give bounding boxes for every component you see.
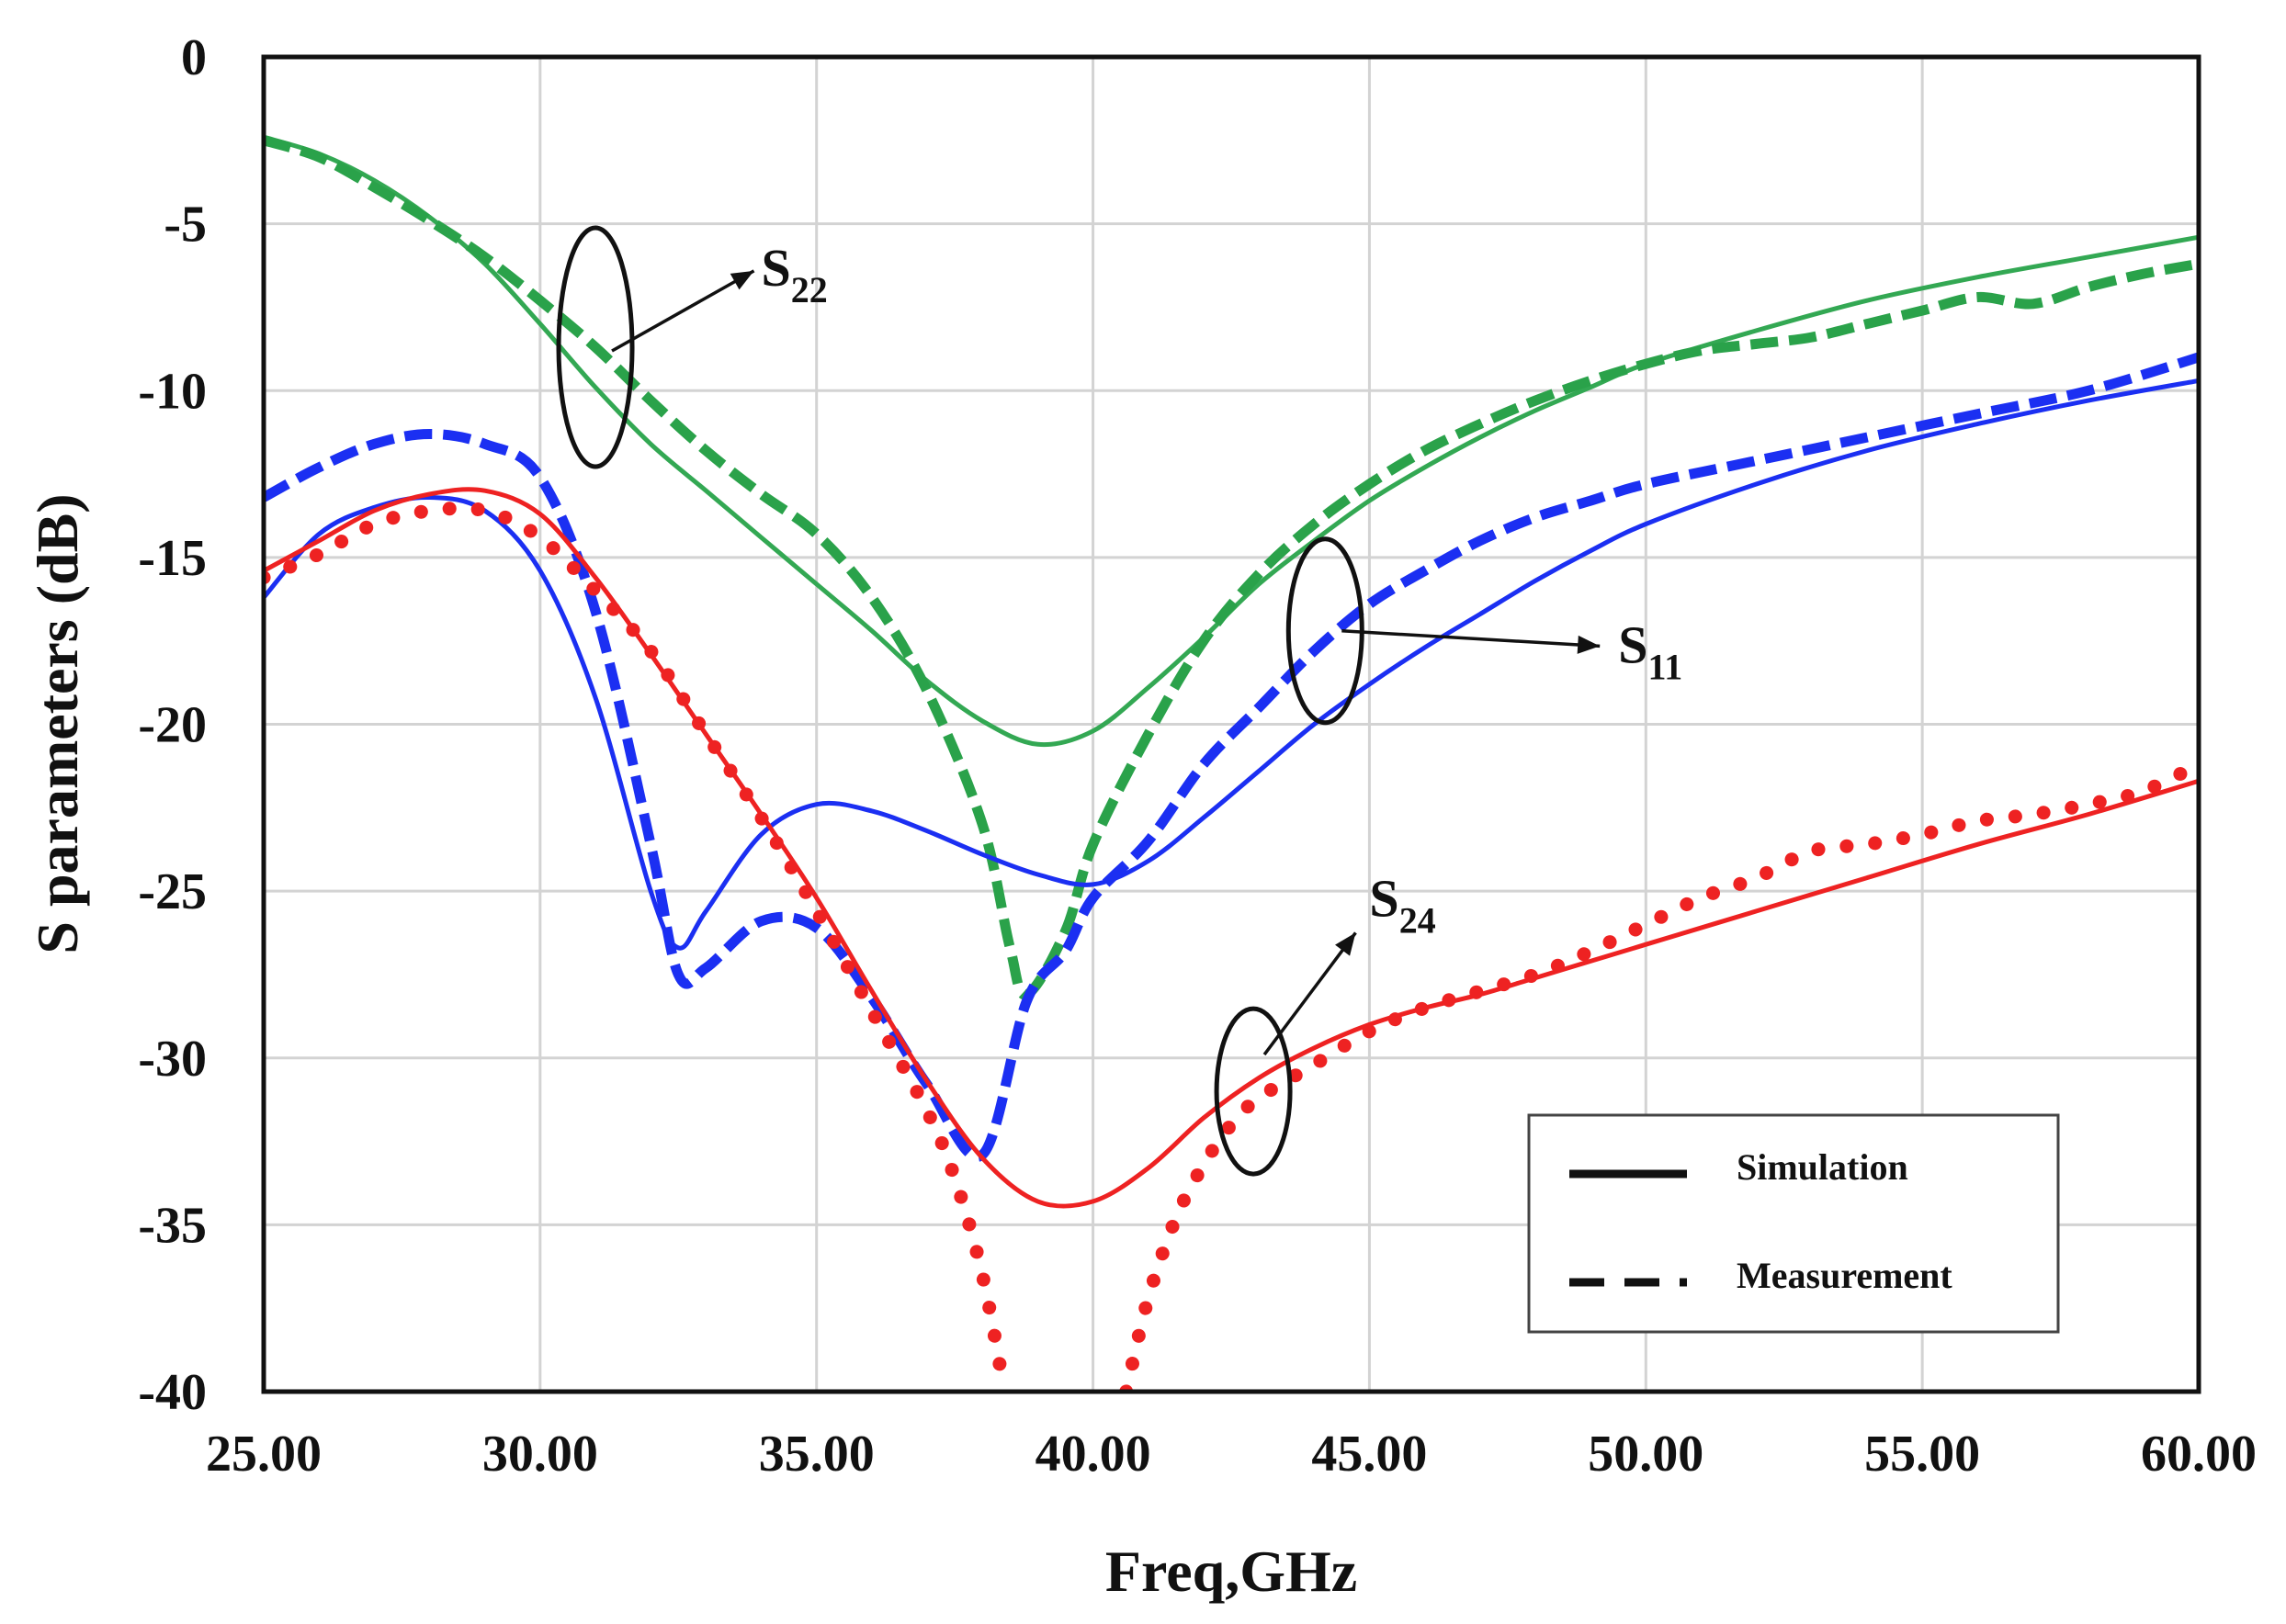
x-axis-title: Freq,GHz	[1105, 1539, 1357, 1604]
y-tick-label: -10	[138, 363, 207, 420]
legend-box	[1527, 1113, 2060, 1334]
series-line-s11-simulation	[264, 378, 2199, 951]
x-tick-label: 25.00	[206, 1426, 322, 1483]
y-tick-label: -40	[138, 1364, 207, 1421]
series-line-s24-measurement	[264, 501, 1012, 1392]
legend-label-simulation: Simulation	[1737, 1146, 1908, 1188]
y-tick-label: -35	[138, 1197, 207, 1254]
annotation-arrowhead-s22	[730, 270, 754, 290]
annotation-ellipse-s24	[1214, 1006, 1293, 1177]
annotation-label-s11: S11	[1618, 615, 1682, 687]
grid-lines	[264, 57, 2199, 1392]
x-tick-label: 30.00	[482, 1426, 598, 1483]
annotation-ellipse-s22	[556, 225, 635, 469]
x-tick-label: 60.00	[2141, 1426, 2257, 1483]
y-tick-label: -30	[138, 1031, 207, 1088]
annotation-label-s22: S22	[762, 238, 828, 310]
legend: Simulation Measurement	[1527, 1113, 2060, 1334]
annotation-arrow-s24	[1262, 931, 1357, 1056]
annotation-sub: 24	[1399, 899, 1436, 941]
x-tick-label: 35.00	[759, 1426, 875, 1483]
series-line-s22-simulation	[264, 134, 2199, 748]
y-tick-label: -15	[138, 530, 207, 587]
annotation-main: S	[762, 238, 791, 298]
annotation-main: S	[1369, 868, 1398, 928]
y-tick-label: -5	[164, 197, 207, 254]
y-tick-label: -20	[138, 697, 207, 754]
annotation-arrowhead-s11	[1577, 635, 1601, 654]
series-line-s24-measurement	[1119, 757, 2199, 1392]
series-group	[264, 134, 2199, 1392]
y-tick-label: 0	[181, 29, 207, 86]
x-tick-label: 45.00	[1311, 1426, 1427, 1483]
annotation-label-s24: S24	[1369, 868, 1435, 941]
annotation-arrow-s22	[611, 269, 755, 353]
x-tick-label: 50.00	[1588, 1426, 1703, 1483]
tick-labels: 25.00 30.00 35.00 40.00 45.00 50.00 55.00 60.00…	[138, 29, 2257, 1483]
plot-frame	[261, 54, 2201, 1394]
annotation-main: S	[1618, 615, 1647, 674]
legend-label-measurement: Measurement	[1737, 1255, 1952, 1296]
annotation-sub: 22	[791, 269, 828, 310]
series-line-s24-simulation	[264, 487, 2199, 1209]
annotation-sub: 11	[1647, 646, 1682, 687]
annotation-arrow-s11	[1341, 629, 1601, 648]
x-tick-label: 40.00	[1035, 1426, 1151, 1483]
series-line-s22-measurement	[264, 135, 2199, 1000]
y-tick-label: -25	[138, 863, 207, 920]
annotation-arrowhead-s24	[1335, 932, 1356, 956]
y-axis-title: S parameters (dB)	[25, 493, 90, 953]
x-tick-label: 55.00	[1864, 1426, 1980, 1483]
